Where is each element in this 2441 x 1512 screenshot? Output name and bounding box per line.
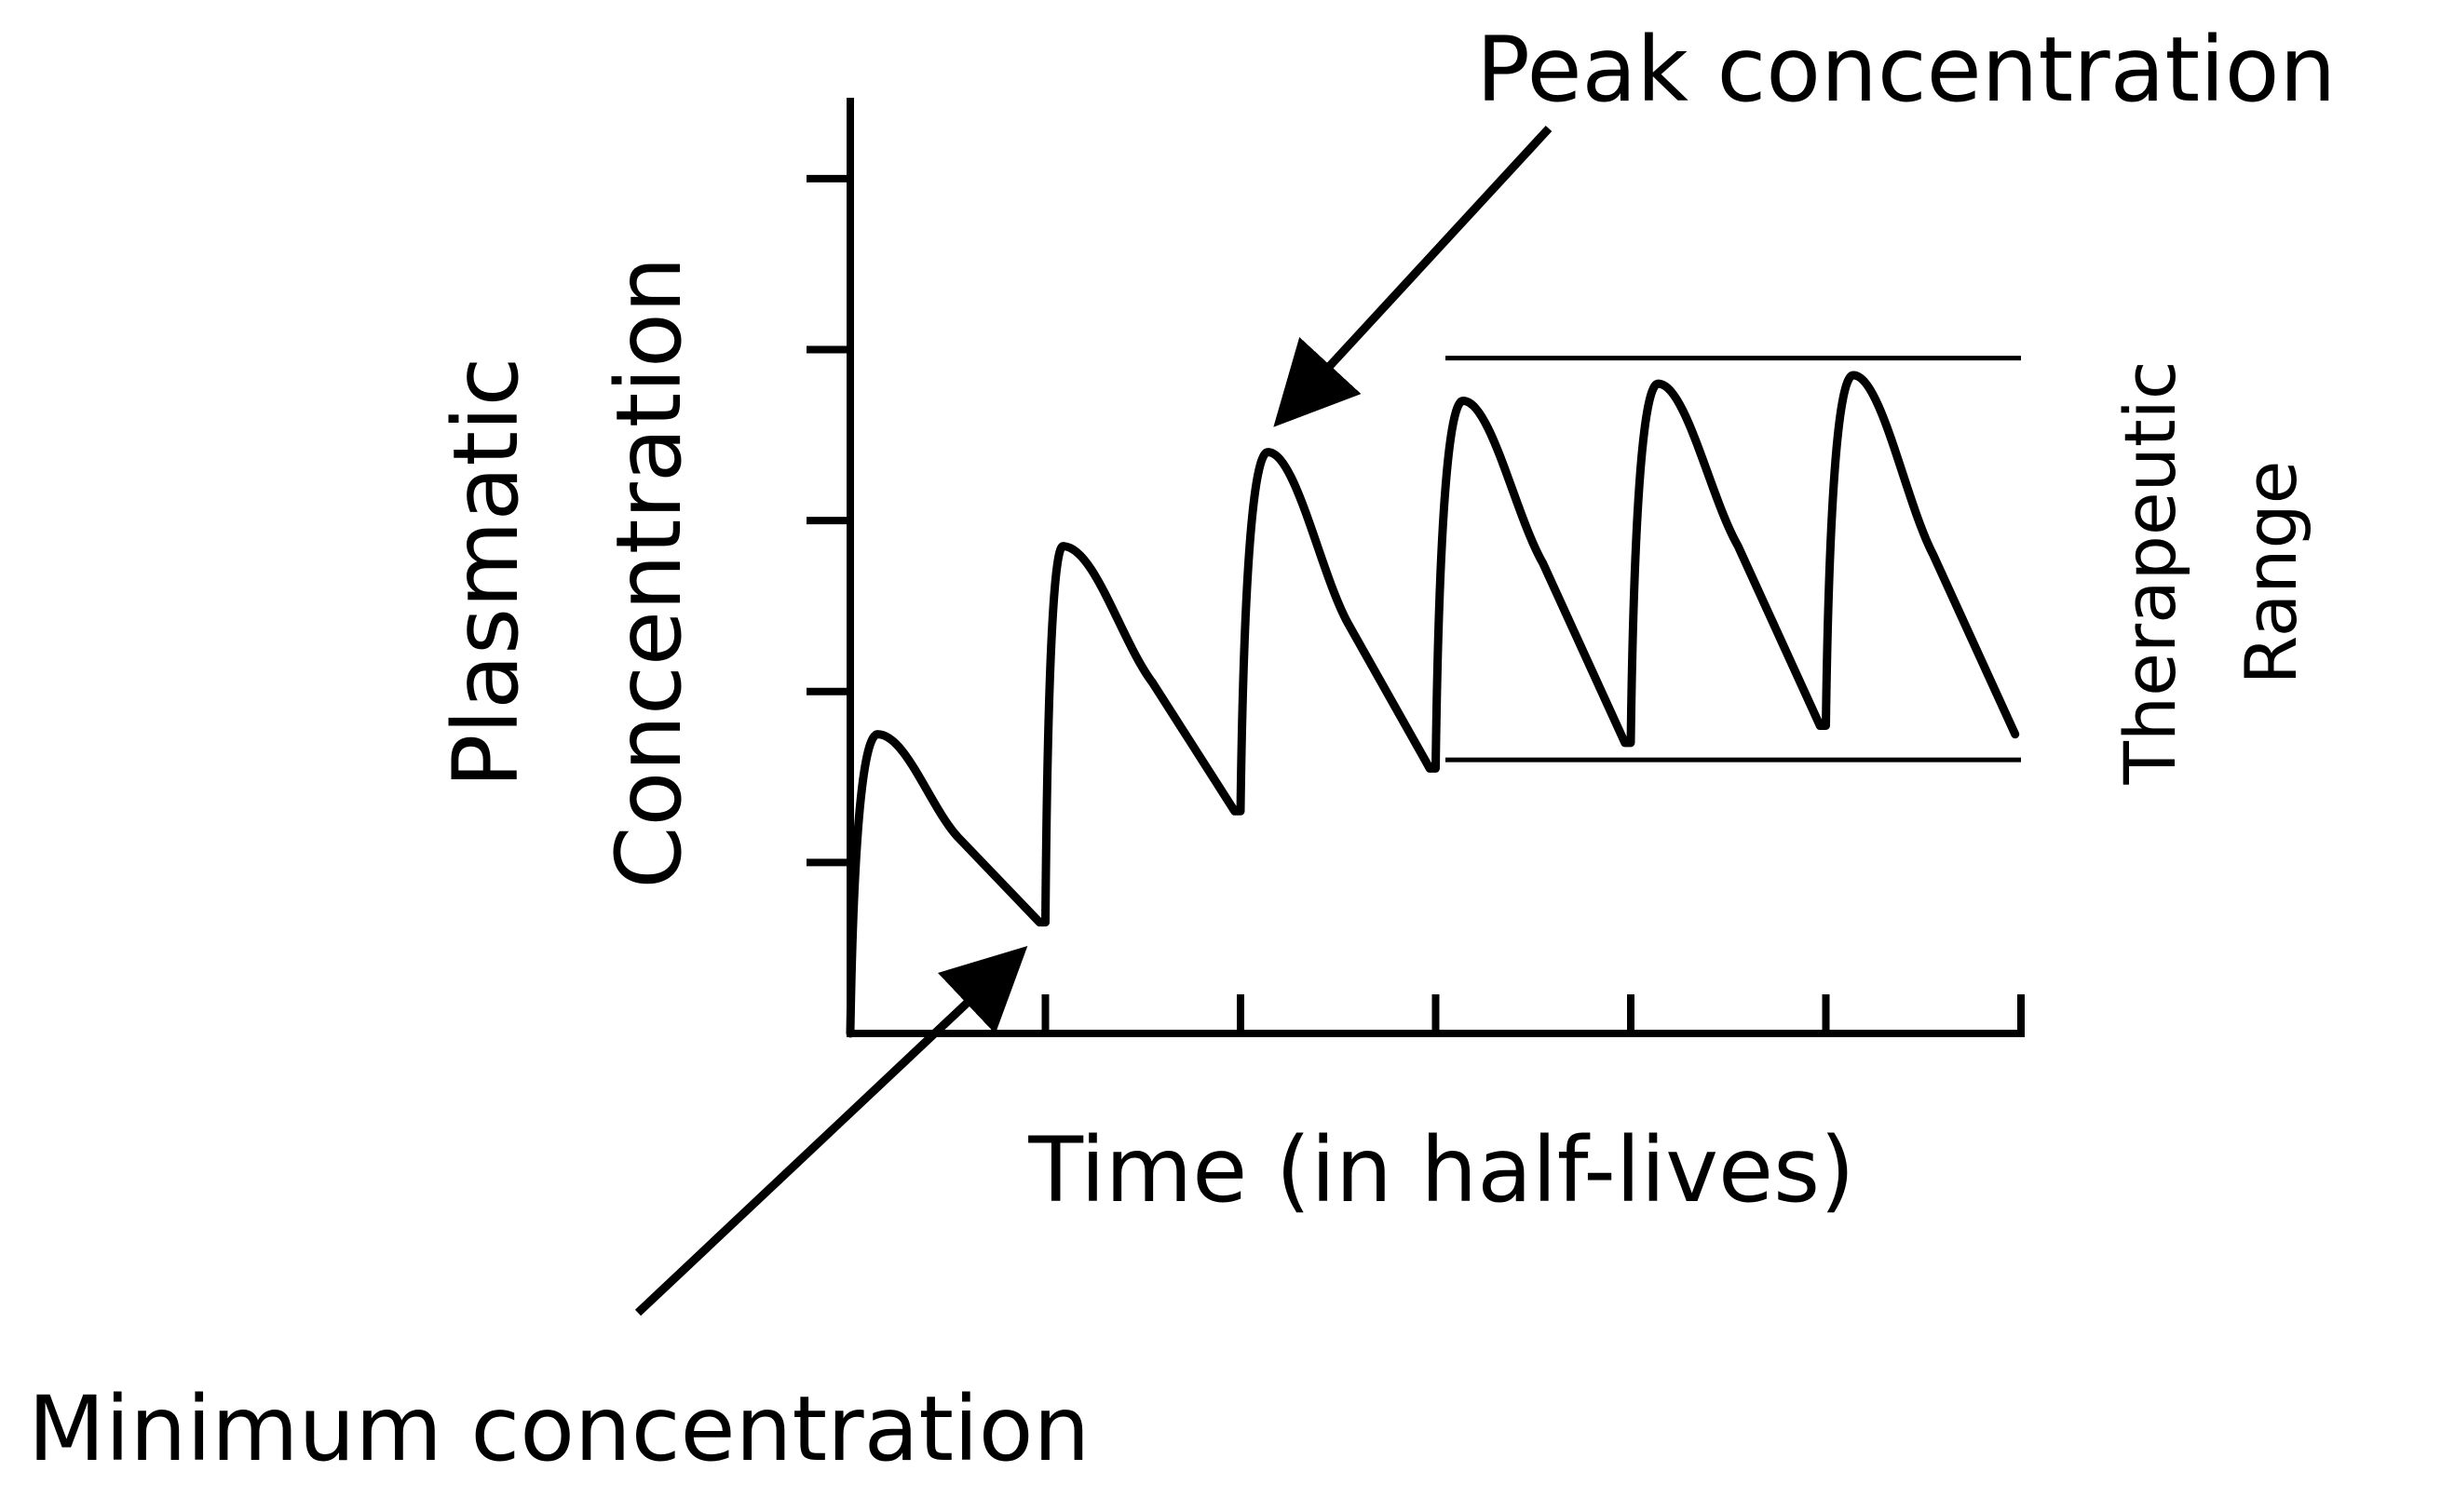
therapeutic-range-label-line-1: Therapeutic bbox=[2109, 360, 2191, 785]
annotation-arrows bbox=[634, 125, 1553, 1316]
axes bbox=[807, 98, 2025, 1037]
x-axis-label: Time (in half-lives) bbox=[1027, 1118, 1854, 1222]
therapeutic-range-label-line-2: Range bbox=[2230, 461, 2312, 685]
peak-arrow bbox=[1273, 125, 1553, 427]
therapeutic-range-lines bbox=[1444, 356, 2021, 763]
y-axis-label-line-1: Plasmatic bbox=[434, 358, 538, 789]
minimum-arrow bbox=[634, 946, 1028, 1316]
peak-concentration-label: Peak concentration bbox=[1476, 18, 2336, 122]
concentration-curve bbox=[846, 371, 2020, 1038]
y-axis-label-line-2: Concentration bbox=[597, 256, 701, 888]
minimum-concentration-label: Minimum concentration bbox=[28, 1377, 1090, 1481]
